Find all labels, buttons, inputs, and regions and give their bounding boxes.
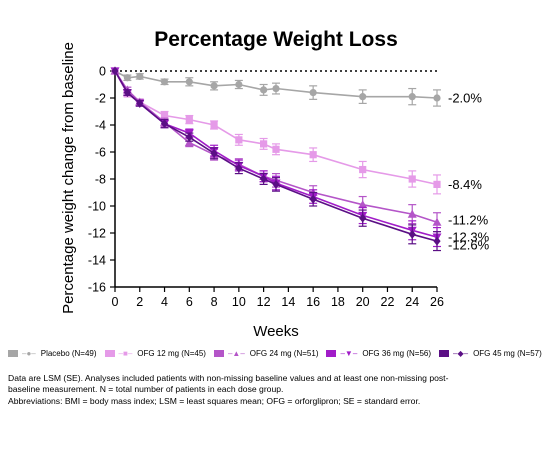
x-tick-label: 24 <box>405 295 419 309</box>
legend-marker-icon: –▲– <box>227 349 245 358</box>
y-tick-label: -6 <box>95 146 106 160</box>
legend-marker-icon: –▼– <box>340 349 358 358</box>
legend-label: Placebo (N=49) <box>40 349 97 358</box>
data-point <box>272 84 280 93</box>
data-point <box>260 174 268 184</box>
legend-item: –◆– OFG 45 mg (N=57) <box>439 349 542 358</box>
legend-swatch <box>8 350 18 357</box>
y-tick-label: -8 <box>95 173 106 187</box>
legend-label: OFG 12 mg (N=45) <box>137 349 206 358</box>
x-tick-label: 8 <box>211 295 218 309</box>
legend-marker-icon: –■– <box>118 349 133 358</box>
data-point <box>210 148 218 158</box>
x-axis-label: Weeks <box>253 323 299 340</box>
x-tick-label: 20 <box>356 295 370 309</box>
data-point <box>260 140 268 148</box>
data-point <box>136 98 144 108</box>
data-point <box>432 217 442 226</box>
x-tick-label: 0 <box>112 295 119 309</box>
legend-swatch <box>439 350 449 357</box>
data-point <box>309 89 317 97</box>
y-tick-label: -16 <box>88 281 106 295</box>
series-end-label: -11.2% <box>448 213 489 228</box>
data-point <box>408 175 416 183</box>
legend-item: –▼– OFG 36 mg (N=56) <box>326 349 431 358</box>
data-point <box>136 72 144 80</box>
x-tick-label: 6 <box>186 295 193 309</box>
x-tick-label: 12 <box>257 295 271 309</box>
x-tick-label: 2 <box>136 295 143 309</box>
data-point <box>160 111 169 120</box>
data-point <box>235 136 243 144</box>
legend-marker-icon: –◆– <box>453 349 469 358</box>
footnote-line-3: Abbreviations: BMI = body mass index; LS… <box>8 396 421 406</box>
data-point <box>185 132 193 142</box>
data-point <box>185 116 193 124</box>
legend-label: OFG 24 mg (N=51) <box>249 349 319 358</box>
data-point <box>260 86 268 94</box>
x-tick-label: 18 <box>331 295 345 309</box>
data-point <box>123 74 131 82</box>
legend-marker-icon: –●– <box>22 349 36 358</box>
x-tick-label: 22 <box>381 295 395 309</box>
legend-item: –▲– OFG 24 mg (N=51) <box>213 349 319 358</box>
chart-title: Percentage Weight Loss <box>154 28 398 51</box>
x-tick-label: 26 <box>430 295 444 309</box>
data-point <box>185 78 193 86</box>
data-point <box>358 200 368 209</box>
data-point <box>210 82 218 90</box>
series-end-label: -2.0% <box>448 91 482 106</box>
data-point <box>160 78 169 86</box>
legend: –●– Placebo (N=49) –■– OFG 12 mg (N=45) –▲– O… <box>8 349 550 358</box>
data-point <box>235 163 243 173</box>
y-axis-label: Percentage weight change from baseline <box>60 42 77 314</box>
y-tick-label: -2 <box>95 92 106 106</box>
y-tick-label: -4 <box>95 119 106 133</box>
data-point <box>184 138 194 147</box>
series-end-label: -8.4% <box>448 177 482 192</box>
y-tick-label: 0 <box>99 65 106 79</box>
data-point <box>309 151 317 159</box>
legend-swatch <box>104 350 115 357</box>
data-point <box>123 88 131 98</box>
y-tick-label: -12 <box>88 227 106 241</box>
data-point <box>359 213 367 223</box>
data-point <box>433 236 441 246</box>
data-point <box>309 194 317 204</box>
x-tick-label: 16 <box>306 295 320 309</box>
series-end-label: -12.3% <box>448 230 490 245</box>
data-point <box>272 179 280 189</box>
data-point <box>359 93 367 101</box>
legend-item: –■– OFG 12 mg (N=45) <box>104 349 206 358</box>
chart: Percentage Weight Loss 0 -2 -4 -6 -8 -10 -12 -1… <box>60 28 490 340</box>
plot-area: 0-2-4-6-8-10-12-14-160 2 4 6 8 10 12 14 16 18 20 22… <box>88 65 490 310</box>
data-point <box>408 93 416 101</box>
data-point <box>160 119 169 129</box>
x-tick-label: 14 <box>281 295 295 309</box>
data-point <box>111 66 119 76</box>
footnote-line-1: Data are LSM (SE). Analyses included pat… <box>8 373 449 383</box>
data-point <box>272 145 280 153</box>
footnote-line-2: baseline measurement. N = total number o… <box>8 384 284 394</box>
y-tick-label: -10 <box>88 200 106 214</box>
data-point <box>408 229 416 239</box>
data-point <box>433 94 441 102</box>
data-point <box>359 165 367 174</box>
legend-swatch <box>213 350 224 357</box>
x-tick-label: 10 <box>232 295 246 309</box>
legend-label: OFG 36 mg (N=56) <box>362 349 431 358</box>
series-end-label: -12.6% <box>448 238 490 253</box>
data-point <box>433 180 441 188</box>
legend-label: OFG 45 mg (N=57) <box>473 349 542 358</box>
data-point <box>235 80 243 89</box>
legend-item: –●– Placebo (N=49) <box>8 349 97 358</box>
x-tick-label: 4 <box>161 295 168 309</box>
data-point <box>210 121 218 129</box>
legend-swatch <box>326 350 337 357</box>
y-tick-label: -14 <box>88 254 106 268</box>
data-point <box>407 209 417 218</box>
